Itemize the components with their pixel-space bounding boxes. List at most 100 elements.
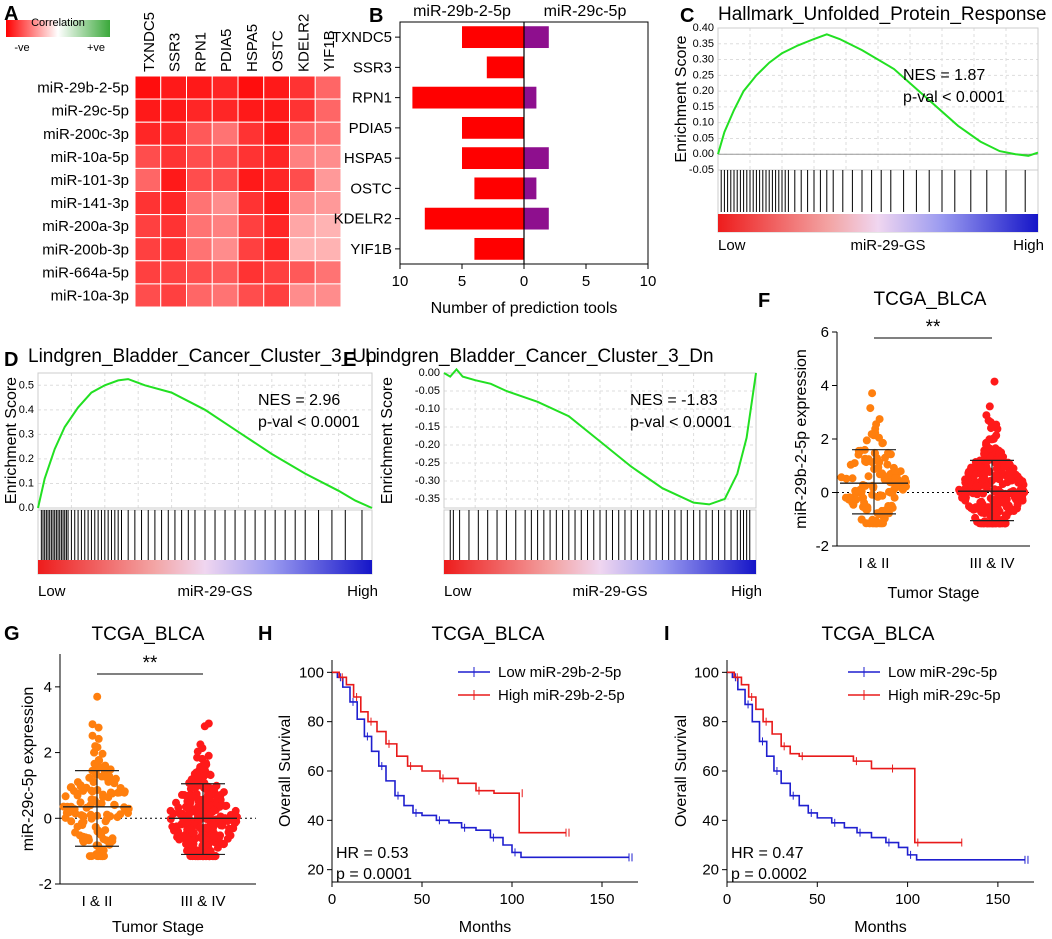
bar-left	[462, 26, 524, 49]
panel-letter-c: C	[680, 5, 694, 27]
panel-title: Lindgren_Bladder_Cancer_Cluster_3_Up	[28, 346, 377, 367]
enrichment-curve	[37, 378, 373, 509]
legend-label: High miR-29b-2-5p	[498, 687, 625, 704]
rank-gradient-bar	[718, 214, 1038, 232]
heatmap-cell	[211, 237, 239, 262]
y-tick-label: 80	[702, 714, 719, 731]
panel-title: Hallmark_Unfolded_Protein_Response	[718, 4, 1046, 25]
heatmap-cell	[289, 191, 316, 216]
data-point	[205, 812, 214, 821]
bar-right	[524, 177, 537, 200]
heatmap-row-label: miR-664a-5p	[42, 264, 129, 281]
heatmap-cell	[186, 144, 213, 169]
legend-title: Correlation	[31, 17, 85, 29]
data-point	[169, 823, 178, 832]
y-tick-label: 60	[702, 763, 719, 780]
data-point	[166, 806, 175, 815]
bar-left	[486, 56, 524, 79]
pval-label: p-val < 0.0001	[903, 89, 1005, 106]
panel-letter-h: H	[258, 623, 272, 645]
legend-neg-label: -ve	[14, 42, 29, 54]
data-point	[193, 753, 202, 762]
data-point	[105, 840, 114, 849]
data-point	[985, 402, 994, 411]
y-tick-label: -2	[39, 876, 52, 893]
data-point	[868, 389, 877, 398]
heatmap-cell	[134, 260, 162, 285]
y-tick-label: 0.4	[19, 404, 34, 416]
bar-right	[524, 147, 549, 170]
data-point	[210, 832, 219, 840]
survival-curve	[332, 671, 629, 859]
x-axis-label: Months	[854, 919, 906, 936]
x-tick-label: 100	[895, 891, 920, 908]
rank-high-label: High	[347, 583, 378, 600]
y-tick-label: 0.15	[693, 101, 714, 113]
x-category-label: I & II	[82, 893, 113, 910]
heatmap-row-label: miR-29c-5p	[51, 103, 129, 120]
data-point	[867, 430, 876, 439]
x-category-label: I & II	[859, 555, 890, 572]
data-point	[887, 501, 896, 510]
data-point	[198, 744, 207, 753]
category-label: TXNDC5	[332, 29, 392, 46]
heatmap-cell	[263, 98, 290, 123]
data-point	[859, 493, 868, 502]
nes-label: NES = 2.96	[258, 392, 340, 409]
y-tick-label: 100	[694, 664, 719, 681]
sig-label: **	[926, 317, 941, 338]
y-tick-label: 0.25	[693, 69, 714, 81]
data-point	[177, 820, 186, 828]
data-point	[202, 760, 211, 769]
panel-letter-d: D	[4, 349, 18, 371]
data-point	[848, 474, 857, 483]
heatmap-cell	[314, 121, 342, 146]
y-axis-label: Enrichment Score	[379, 377, 396, 504]
data-point	[102, 815, 111, 824]
y-axis-label: Overall Survival	[673, 715, 690, 827]
x-tick-label: 50	[809, 891, 826, 908]
heatmap-cell	[314, 237, 342, 262]
panel-letter-e: E	[343, 349, 356, 371]
rank-high-label: High	[731, 583, 762, 600]
data-point	[206, 847, 215, 855]
data-point	[188, 852, 197, 861]
data-point	[837, 473, 846, 482]
data-point	[113, 788, 122, 797]
panel-f-dot-plot: TCGA_BLCA -2 0 2 4 6 I & II III & IV ** Tumor Sta…	[793, 289, 1030, 602]
heatmap-cell	[237, 75, 265, 100]
y-tick-label: 6	[821, 324, 829, 341]
y-tick-label: 0.1	[19, 477, 34, 489]
x-axis-label: Months	[459, 919, 511, 936]
panel-letter-i: I	[664, 623, 670, 645]
rank-low-label: Low	[38, 583, 66, 600]
heatmap-row-label: miR-29b-2-5p	[37, 80, 129, 97]
heatmap-cell	[186, 167, 213, 192]
heatmap-cell	[134, 144, 162, 169]
y-tick-label: 4	[44, 679, 52, 696]
rank-mid-label: miR-29-GS	[177, 583, 252, 600]
heatmap-cell	[160, 191, 187, 216]
y-tick-label: -0.25	[415, 457, 440, 469]
data-point	[210, 806, 219, 815]
data-point	[93, 692, 102, 701]
data-point	[878, 438, 887, 447]
heatmap-cell	[134, 237, 162, 262]
data-point	[881, 453, 889, 462]
data-point	[1019, 486, 1028, 495]
data-point	[124, 809, 132, 818]
data-point	[967, 504, 976, 513]
bar-left	[462, 116, 524, 139]
heatmap-cell	[289, 98, 316, 123]
heatmap-row-label: miR-10a-5p	[51, 149, 129, 166]
hr-label: HR = 0.47	[731, 845, 804, 862]
data-point	[222, 801, 231, 810]
x-axis-label: Number of prediction tools	[431, 300, 618, 317]
right-series-label: miR-29c-5p	[544, 3, 627, 20]
heatmap-cell	[289, 237, 316, 262]
heatmap-row-label: miR-200b-3p	[42, 241, 129, 258]
heatmap-row-label: miR-200a-3p	[42, 218, 129, 235]
panel-i-survival-plot: TCGA_BLCA 20 40 60 80 100 0 50 100 150 Low miR-29c…	[673, 624, 1034, 936]
data-point	[195, 823, 204, 832]
panel-letter-a: A	[4, 3, 18, 25]
